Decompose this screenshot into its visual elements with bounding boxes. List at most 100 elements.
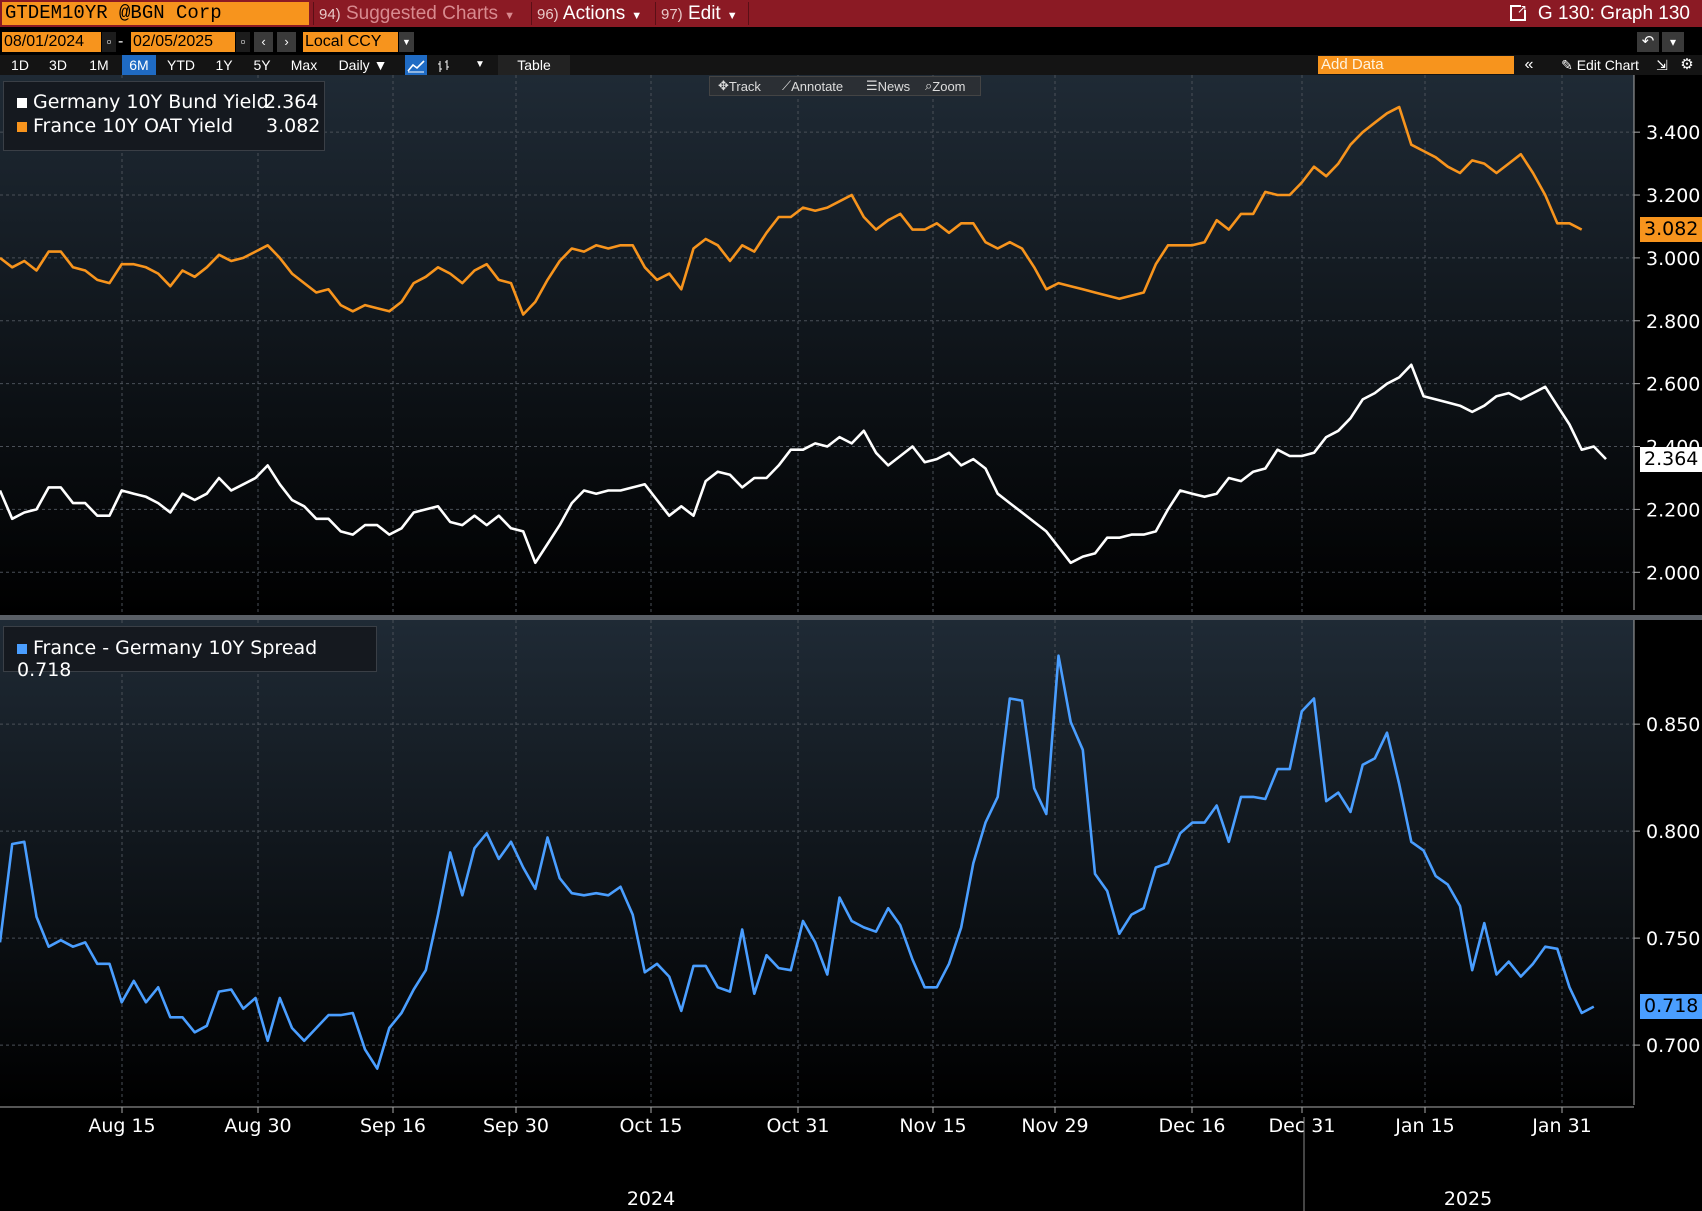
x-tick-label: Dec 16	[1159, 1115, 1226, 1137]
menu-separator	[531, 2, 532, 25]
period-1m-button[interactable]: 1M	[89, 57, 109, 73]
chevron-down-icon: ▼	[504, 10, 515, 22]
france-last-value-label: 3.082	[1640, 217, 1702, 243]
chart-tools-toggle: ✥ Track ⟋ Annotate ☰ News ⌕ Zoom	[709, 76, 981, 96]
x-tick-label: Aug 30	[224, 1115, 291, 1137]
pencil-icon: ✎	[1561, 57, 1573, 73]
ticker-field[interactable]: GTDEM10YR @BGN Corp	[2, 2, 309, 25]
period-1d-button[interactable]: 1D	[11, 57, 29, 73]
menu-chevron-icon[interactable]: ▾	[1662, 32, 1684, 52]
start-date-field[interactable]: 08/01/2024	[2, 32, 101, 52]
y-tick-label: 2.800	[1646, 311, 1700, 333]
period-6m-button[interactable]: 6M	[122, 55, 156, 75]
menu-separator	[313, 2, 314, 25]
legend-swatch	[17, 121, 27, 132]
legend-spread-name: France - Germany 10Y Spread	[33, 637, 318, 659]
legend-spread-value: 0.718	[17, 659, 72, 681]
germany-bund-yield-line[interactable]	[0, 363, 1607, 565]
x-tick-label: Jan 15	[1394, 1115, 1455, 1137]
x-tick-label: Nov 29	[1021, 1115, 1088, 1137]
period-1y-button[interactable]: 1Y	[215, 57, 233, 73]
track-tool[interactable]: ✥ Track	[718, 78, 761, 94]
y-tick-label: 3.400	[1646, 122, 1700, 144]
edit-options-icon[interactable]: ⇲	[1656, 57, 1668, 73]
table-button[interactable]: Table	[498, 55, 570, 75]
y-tick-label: 0.800	[1646, 821, 1700, 843]
y-tick-label: 0.700	[1646, 1035, 1700, 1057]
chevron-down-icon: ▼	[631, 10, 643, 22]
year-label-2025: 2025	[1444, 1188, 1492, 1210]
top-panel-background	[0, 75, 1634, 615]
spread-last-value-label: 0.718	[1640, 994, 1702, 1020]
collapse-double-chevron-icon[interactable]: «	[1524, 56, 1534, 73]
y-tick-label: 2.600	[1646, 374, 1700, 396]
line-chart-icon[interactable]	[405, 55, 427, 75]
edit-chart-button[interactable]: ✎ Edit Chart	[1544, 55, 1656, 75]
y-axis: 2.0002.2002.4002.6002.8003.0003.2003.400…	[1633, 75, 1700, 1105]
news-label: News	[877, 79, 911, 94]
next-range-button[interactable]: ›	[277, 32, 296, 52]
period-5y-button[interactable]: 5Y	[253, 57, 271, 73]
annotate-tool[interactable]: ⟋ Annotate	[782, 78, 844, 94]
currency-select[interactable]: Local CCY	[303, 32, 398, 52]
add-data-input[interactable]: Add Data	[1318, 56, 1514, 74]
x-tick-label: Nov 15	[899, 1115, 966, 1137]
chevron-down-icon[interactable]: ▼	[475, 59, 485, 70]
external-link-icon[interactable]: ↗	[1509, 2, 1529, 21]
news-tool[interactable]: ☰ News	[866, 78, 911, 94]
legend-germany[interactable]: Germany 10Y Bund Yield	[17, 91, 269, 113]
edit-chart-label: Edit Chart	[1576, 57, 1639, 73]
graph-title: ↗ G 130: Graph 130	[1509, 0, 1690, 27]
year-label-2024: 2024	[627, 1188, 675, 1210]
legend-france-value: 3.082	[266, 115, 321, 137]
panel-divider[interactable]	[0, 615, 1702, 620]
x-tick-label: Aug 15	[88, 1115, 155, 1137]
period-3d-button[interactable]: 3D	[49, 57, 67, 73]
france-oat-yield-line[interactable]	[0, 105, 1583, 316]
end-date-field[interactable]: 02/05/2025	[131, 32, 235, 52]
prev-range-button[interactable]: ‹	[254, 32, 273, 52]
period-ytd-button[interactable]: YTD	[167, 57, 195, 73]
y-tick-label: 0.750	[1646, 928, 1700, 950]
spread-line[interactable]	[0, 654, 1595, 1070]
chart-area[interactable]: 2.0002.2002.4002.6002.8003.0003.2003.400…	[0, 75, 1702, 1211]
bottom-panel-background	[0, 620, 1634, 1105]
legend-swatch	[17, 643, 27, 654]
menu-separator	[655, 2, 656, 25]
edit-menu[interactable]: 97) Edit ▼	[661, 0, 738, 27]
legend-spread[interactable]: France - Germany 10Y Spread 0.718	[17, 637, 376, 681]
suggested-charts-label: Suggested Charts	[345, 3, 499, 24]
calendar-icon[interactable]: ▫	[102, 32, 116, 52]
top-legend: Germany 10Y Bund Yield 2.364 France 10Y …	[3, 81, 325, 151]
date-range-bar: 08/01/2024 ▫ - 02/05/2025 ▫ ‹ › Local CC…	[0, 30, 1702, 54]
bar-chart-icon[interactable]	[433, 55, 455, 75]
x-tick-label: Dec 31	[1269, 1115, 1336, 1137]
actions-menu[interactable]: 96) Actions ▼	[537, 0, 642, 27]
x-tick-label: Oct 15	[619, 1115, 682, 1137]
track-label: Track	[728, 79, 761, 94]
frequency-select[interactable]: Daily ▼	[338, 57, 388, 73]
actions-number: 96)	[537, 6, 559, 23]
graph-title-text: G 130: Graph 130	[1537, 3, 1690, 24]
chevron-down-icon: ▼	[726, 10, 738, 22]
date-range-dash: -	[118, 33, 124, 50]
chart-toolbar: 1D 3D 1M 6M YTD 1Y 5Y Max Daily ▼ ▼ Tabl…	[0, 55, 1702, 75]
x-tick-label: Oct 31	[766, 1115, 829, 1137]
suggested-charts-menu[interactable]: 94) Suggested Charts ▼	[319, 0, 515, 27]
zoom-tool[interactable]: ⌕ Zoom	[925, 78, 966, 94]
series-lines	[0, 105, 1607, 1070]
undo-icon[interactable]: ↶	[1637, 32, 1659, 52]
chevron-down-icon[interactable]: ▼	[399, 32, 414, 52]
period-max-button[interactable]: Max	[290, 57, 318, 73]
y-tick-label: 2.200	[1646, 499, 1700, 521]
suggested-charts-number: 94)	[319, 6, 341, 23]
y-tick-label: 3.200	[1646, 185, 1700, 207]
legend-france[interactable]: France 10Y OAT Yield	[17, 115, 233, 137]
gear-icon[interactable]: ⚙	[1680, 56, 1694, 73]
y-tick-label: 2.000	[1646, 562, 1700, 584]
edit-number: 97)	[661, 6, 683, 23]
annotate-label: Annotate	[791, 79, 844, 94]
x-tick-label: Jan 31	[1531, 1115, 1592, 1137]
legend-swatch	[17, 97, 27, 108]
calendar-icon[interactable]: ▫	[236, 32, 250, 52]
